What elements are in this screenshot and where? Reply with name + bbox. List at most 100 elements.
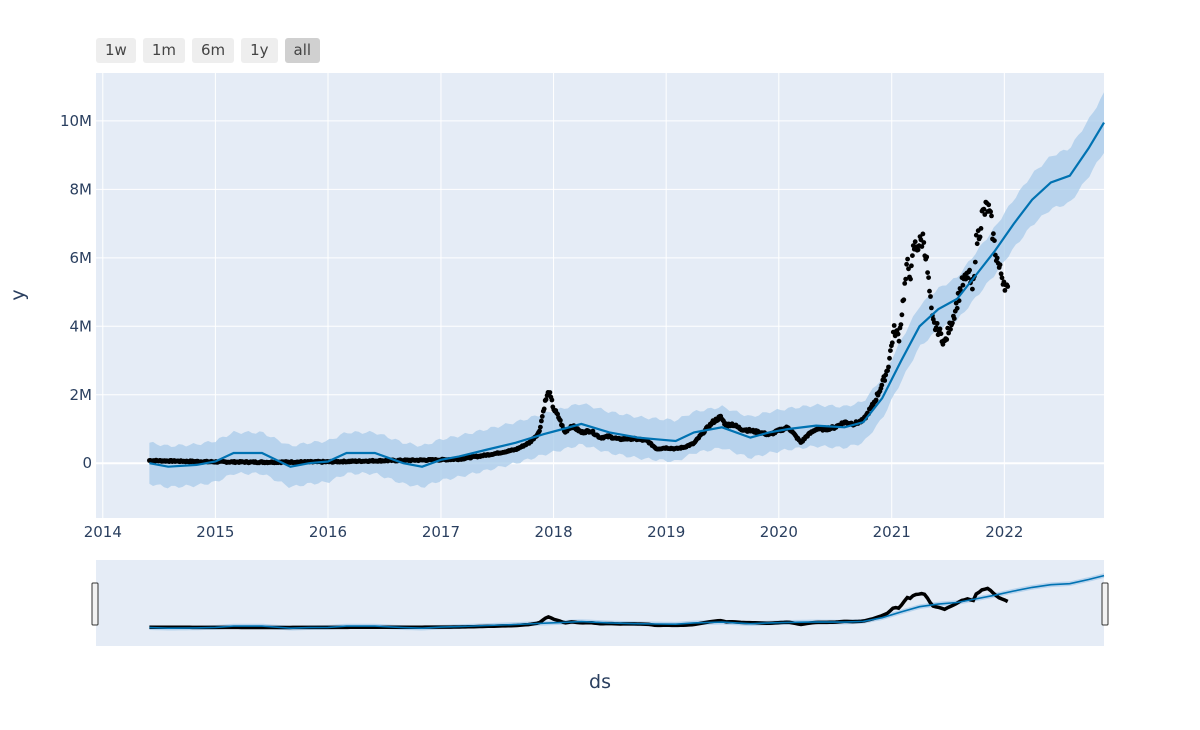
- observed-point: [538, 424, 543, 430]
- observed-point: [934, 321, 940, 326]
- observed-point: [927, 288, 932, 294]
- observed-point: [974, 241, 980, 247]
- observed-point: [988, 209, 993, 215]
- observed-point: [539, 414, 545, 419]
- range-button-1m[interactable]: 1m: [142, 38, 185, 63]
- observed-point: [912, 239, 918, 245]
- observed-point: [908, 276, 913, 282]
- x-tick-label: 2018: [534, 523, 572, 541]
- observed-point: [928, 294, 933, 299]
- forecast-trend-line: [149, 122, 1105, 468]
- range-button-1y[interactable]: 1y: [241, 38, 278, 63]
- observed-point: [891, 323, 897, 328]
- x-tick-label: 2021: [873, 523, 911, 541]
- observed-point: [978, 226, 984, 231]
- y-tick-label: 6M: [70, 249, 93, 267]
- observed-point: [919, 244, 925, 249]
- observed-point: [915, 247, 921, 253]
- observed-point: [898, 322, 904, 327]
- observed-point: [549, 397, 555, 403]
- observed-point: [901, 297, 907, 303]
- x-axis-title: ds: [589, 671, 611, 693]
- range-selector: 1w 1m 6m 1y all: [96, 38, 321, 63]
- observed-point: [946, 330, 951, 336]
- x-tick-label: 2022: [985, 523, 1023, 541]
- observed-point: [539, 418, 544, 424]
- observed-point: [973, 232, 979, 238]
- observed-point: [991, 231, 996, 237]
- y-tick-label: 8M: [70, 180, 93, 198]
- observed-point: [541, 406, 547, 412]
- observed-point: [910, 253, 915, 258]
- observed-point: [537, 428, 542, 434]
- observed-point: [986, 202, 992, 208]
- observed-point: [896, 338, 902, 344]
- observed-point: [924, 254, 930, 260]
- y-tick-label: 0: [82, 454, 92, 472]
- uncertainty-band: [149, 92, 1104, 489]
- observed-point: [909, 263, 914, 269]
- range-button-all[interactable]: all: [284, 38, 321, 63]
- observed-point: [547, 390, 553, 395]
- x-tick-label: 2019: [647, 523, 685, 541]
- observed-point: [543, 397, 549, 402]
- range-button-6m[interactable]: 6m: [191, 38, 235, 63]
- observed-point: [887, 355, 892, 361]
- observed-point: [906, 266, 911, 272]
- observed-point: [904, 261, 909, 267]
- observed-point: [982, 212, 988, 217]
- y-tick-label: 10M: [60, 112, 92, 130]
- observed-point: [999, 275, 1005, 281]
- observed-point: [977, 234, 983, 240]
- observed-point: [1005, 284, 1011, 289]
- observed-point: [903, 276, 909, 282]
- observed-point: [992, 238, 997, 244]
- y-axis-title: y: [7, 289, 29, 300]
- observed-point: [929, 305, 934, 311]
- observed-point: [886, 364, 891, 370]
- observed-point: [933, 325, 939, 331]
- observed-point: [994, 255, 1000, 261]
- observed-point: [998, 271, 1004, 277]
- observed-point: [938, 331, 944, 337]
- range-button-1w[interactable]: 1w: [96, 38, 136, 63]
- observed-point: [940, 341, 946, 347]
- x-tick-label: 2020: [760, 523, 798, 541]
- observed-point: [883, 372, 889, 378]
- observed-point: [888, 348, 893, 353]
- observed-point: [997, 262, 1003, 268]
- observed-point: [926, 275, 931, 280]
- observed-point: [954, 305, 960, 311]
- y-tick-label: 2M: [70, 386, 93, 404]
- observed-point: [920, 231, 926, 237]
- x-tick-label: 2015: [196, 523, 234, 541]
- observed-point: [989, 213, 994, 219]
- observed-point: [965, 275, 971, 281]
- observed-point: [1002, 288, 1008, 293]
- range-slider-left-handle[interactable]: [91, 582, 99, 626]
- observed-point: [899, 312, 905, 318]
- range-slider-right-handle[interactable]: [1101, 582, 1109, 626]
- slider-band: [149, 573, 1104, 631]
- observed-point: [889, 340, 895, 346]
- observed-point: [879, 382, 885, 388]
- observed-point: [873, 397, 879, 403]
- observed-point: [950, 320, 955, 326]
- observed-point: [967, 267, 972, 273]
- observed-point: [885, 368, 890, 373]
- observed-point: [948, 326, 953, 332]
- observed-point: [944, 337, 950, 342]
- x-tick-label: 2016: [309, 523, 347, 541]
- observed-point: [972, 259, 978, 265]
- observed-point: [925, 270, 930, 275]
- observed-point: [558, 418, 563, 423]
- observed-point: [981, 206, 987, 212]
- slider-trend-line: [149, 574, 1105, 630]
- observed-point: [895, 331, 901, 337]
- x-tick-label: 2014: [84, 523, 122, 541]
- observed-point: [905, 256, 910, 262]
- observed-point: [882, 378, 888, 383]
- observed-point: [951, 316, 957, 321]
- observed-point: [970, 286, 975, 292]
